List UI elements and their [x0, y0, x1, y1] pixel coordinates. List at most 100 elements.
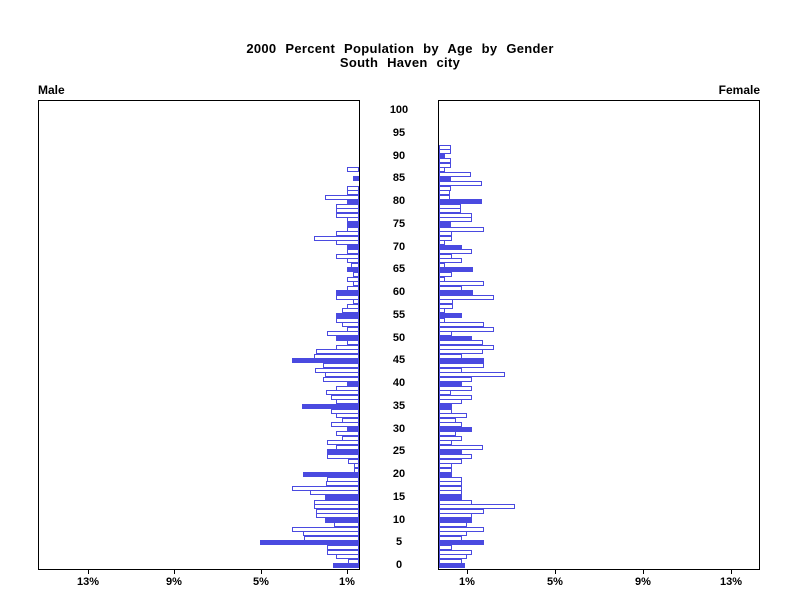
female-bar-age-6	[439, 535, 462, 541]
female-pct-tick-5-mark	[555, 570, 556, 574]
female-bar-age-21	[439, 467, 452, 473]
female-bar-age-14	[439, 499, 472, 505]
female-pct-tick-9-label: 9%	[635, 576, 651, 588]
age-axis-label-55: 55	[392, 308, 406, 321]
male-bar-age-77	[336, 212, 359, 218]
female-panel	[438, 100, 760, 570]
female-bar-age-47	[439, 349, 483, 355]
female-bar-age-39	[439, 385, 472, 391]
male-bar-age-69	[347, 249, 359, 255]
male-bar-age-78	[336, 208, 359, 214]
male-bar-age-66	[351, 262, 359, 268]
chart-subtitle: South Haven city	[339, 55, 461, 70]
female-pct-tick-9-mark	[643, 570, 644, 574]
female-bar-age-0	[439, 563, 465, 569]
male-bar-age-42	[325, 372, 359, 378]
male-pct-tick-5-mark	[261, 570, 262, 574]
male-bar-age-45	[292, 358, 359, 364]
male-bar-age-23	[348, 458, 359, 464]
female-bar-age-72	[439, 235, 452, 241]
male-bar-age-26	[336, 444, 359, 450]
female-bar-age-41	[439, 376, 472, 382]
male-bar-age-68	[336, 253, 359, 259]
female-bar-age-69	[439, 249, 472, 255]
male-bar-age-3	[327, 549, 359, 555]
male-bar-age-17	[292, 485, 359, 491]
male-bar-age-76	[347, 217, 359, 223]
female-bar-age-31	[439, 422, 462, 428]
female-bar-age-48	[439, 344, 494, 350]
female-bar-age-38	[439, 390, 451, 396]
male-bar-age-2	[336, 554, 359, 560]
female-bar-age-4	[439, 545, 452, 550]
age-axis-label-75: 75	[392, 217, 406, 230]
female-bar-age-55	[439, 312, 462, 318]
female-bar-age-11	[439, 513, 472, 519]
female-bar-age-13	[439, 504, 515, 510]
male-bar-age-79	[336, 203, 359, 209]
female-bar-age-18	[439, 481, 462, 487]
female-bar-age-17	[439, 485, 462, 491]
male-pct-tick-5-label: 5%	[253, 576, 269, 588]
female-bar-age-81	[439, 194, 450, 200]
age-axis-label-60: 60	[392, 286, 406, 298]
female-bar-age-22	[439, 463, 452, 469]
male-bar-age-52	[347, 326, 359, 332]
age-axis-label-95: 95	[392, 126, 406, 139]
male-bar-age-65	[347, 267, 359, 273]
female-bar-age-91	[439, 149, 451, 155]
age-axis-label-45: 45	[392, 354, 406, 367]
female-bar-age-83	[439, 185, 451, 191]
female-bar-age-70	[439, 244, 462, 250]
male-bar-age-41	[323, 376, 359, 382]
female-bar-age-16	[439, 490, 462, 496]
male-bar-age-70	[347, 244, 359, 250]
female-bar-age-5	[439, 540, 484, 546]
female-bar-age-79	[439, 203, 461, 209]
female-bar-age-65	[439, 267, 473, 273]
male-bar-age-21	[354, 467, 359, 473]
male-pct-tick-9-mark	[174, 570, 175, 574]
female-bar-age-36	[439, 399, 462, 405]
male-bar-age-55	[336, 312, 359, 318]
age-axis-label-10: 10	[392, 513, 406, 526]
male-bar-age-60	[336, 290, 359, 296]
female-bar-age-85	[439, 176, 451, 182]
female-bar-age-30	[439, 426, 472, 432]
female-bar-age-51	[439, 331, 452, 337]
male-bar-age-0	[333, 563, 359, 569]
male-bar-age-4	[327, 545, 359, 550]
age-axis-label-65: 65	[392, 263, 406, 276]
age-axis-label-70: 70	[392, 240, 406, 253]
female-bar-age-34	[439, 408, 452, 414]
female-bar-age-77	[439, 212, 472, 218]
female-bar-age-71	[439, 240, 445, 246]
male-pct-tick-1-label: 1%	[339, 576, 355, 588]
female-bar-age-25	[439, 449, 462, 455]
female-bar-age-86	[439, 171, 471, 177]
male-bar-age-29	[336, 431, 359, 437]
female-bar-age-68	[439, 253, 452, 259]
male-bar-age-64	[353, 272, 359, 277]
female-pct-tick-13-mark	[731, 570, 732, 574]
male-bar-age-8	[292, 526, 359, 532]
male-bar-age-33	[336, 413, 359, 418]
male-bar-age-51	[327, 331, 359, 337]
age-axis-label-0: 0	[395, 559, 403, 571]
male-bar-age-22	[354, 463, 359, 469]
male-bar-age-53	[342, 322, 359, 328]
male-bar-age-19	[327, 476, 359, 482]
female-bar-age-43	[439, 367, 462, 373]
female-bar-age-58	[439, 299, 453, 305]
male-bar-age-73	[336, 231, 359, 237]
female-bar-age-24	[439, 454, 472, 459]
male-pct-tick-13-mark	[88, 570, 89, 574]
female-bar-age-50	[439, 335, 472, 341]
female-bar-age-76	[439, 217, 472, 223]
male-bar-age-18	[326, 481, 359, 487]
age-axis-label-50: 50	[392, 331, 406, 344]
male-bar-age-75	[347, 221, 359, 227]
female-bar-age-75	[439, 221, 451, 227]
female-bar-age-32	[439, 417, 456, 423]
male-bar-age-71	[336, 240, 359, 246]
